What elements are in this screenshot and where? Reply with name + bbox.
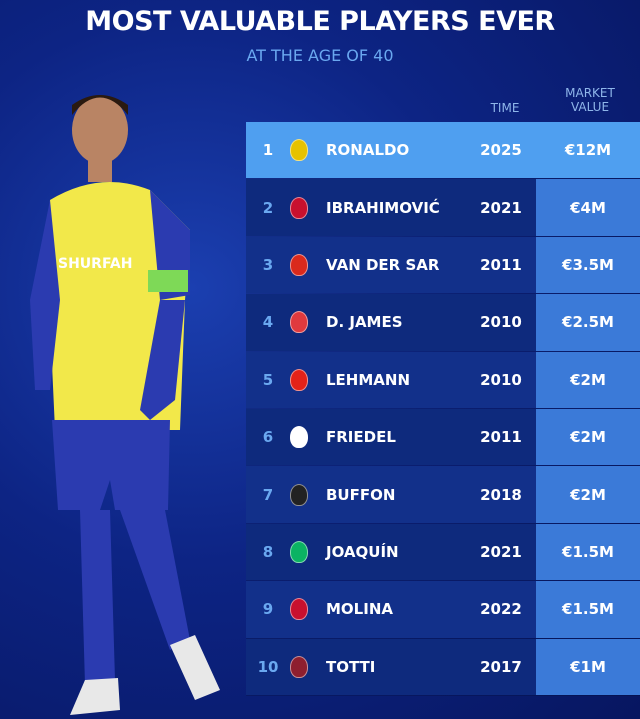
rank: 1 <box>262 141 274 160</box>
player-name: VAN DER SAR <box>326 255 440 274</box>
player-name: MOLINA <box>326 600 393 619</box>
market-value: €2M <box>570 485 606 504</box>
player-photo: SHURFAH <box>30 95 220 715</box>
rank: 2 <box>262 198 274 217</box>
table-row: 5 LEHMANN 2010 €2M <box>246 351 640 409</box>
year: 2025 <box>480 141 522 160</box>
player-name: LEHMANN <box>326 370 411 389</box>
market-value: €2.5M <box>562 313 614 332</box>
player-name: FRIEDEL <box>326 428 396 447</box>
club-crest-icon <box>290 483 308 506</box>
club-crest-icon <box>290 253 308 276</box>
rank: 9 <box>262 600 274 619</box>
table-row: 3 VAN DER SAR 2011 €3.5M <box>246 236 640 295</box>
club-crest-icon <box>290 311 308 334</box>
table-row: 10 TOTTI 2017 €1M <box>246 638 640 696</box>
player-figure: SHURFAH <box>30 95 220 715</box>
value-cell-background <box>536 638 640 695</box>
page-subtitle: AT THE AGE OF 40 <box>246 46 394 65</box>
market-value: €1M <box>570 657 606 676</box>
market-value: €1.5M <box>562 542 614 561</box>
rank: 4 <box>262 313 274 332</box>
value-cell-background <box>536 179 640 236</box>
year: 2011 <box>480 255 522 274</box>
rank: 10 <box>257 657 279 676</box>
table-row: 6 FRIEDEL 2011 €2M <box>246 408 640 467</box>
club-crest-icon <box>290 368 308 391</box>
year: 2018 <box>480 485 522 504</box>
page-title: MOST VALUABLE PLAYERS EVER <box>85 6 555 37</box>
player-name: TOTTI <box>326 657 376 676</box>
market-value: €2M <box>570 370 606 389</box>
market-value: €1.5M <box>562 600 614 619</box>
value-cell-background <box>536 122 640 179</box>
rank: 3 <box>262 255 274 274</box>
value-cell-background <box>536 466 640 523</box>
player-name: RONALDO <box>326 141 410 160</box>
value-cell-background <box>536 408 640 466</box>
rank: 8 <box>262 542 274 561</box>
year: 2017 <box>480 657 522 676</box>
header-market-value-line1: MARKET <box>565 86 615 100</box>
rank: 6 <box>262 428 274 447</box>
year: 2010 <box>480 370 522 389</box>
value-cell-background <box>536 351 640 408</box>
year: 2011 <box>480 428 522 447</box>
year: 2021 <box>480 542 522 561</box>
table-row: 7 BUFFON 2018 €2M <box>246 466 640 524</box>
club-crest-icon <box>290 540 308 563</box>
table-row: 9 MOLINA 2022 €1.5M <box>246 581 640 639</box>
rank: 7 <box>262 485 274 504</box>
club-crest-icon <box>290 426 308 449</box>
club-crest-icon <box>290 139 308 162</box>
ranking-table: 1 RONALDO 2025 €12M 2 IBRAHIMOVIĆ 2021 €… <box>246 122 640 696</box>
club-crest-icon <box>290 655 308 678</box>
table-row: 1 RONALDO 2025 €12M <box>246 122 640 180</box>
value-cell-background <box>536 236 640 294</box>
header-market-value: MARKET VALUE <box>548 86 632 114</box>
header-time: TIME <box>490 101 520 115</box>
value-cell-background <box>536 294 640 351</box>
value-cell-background <box>536 523 640 581</box>
player-name: D. JAMES <box>326 313 403 332</box>
table-row: 4 D. JAMES 2010 €2.5M <box>246 294 640 352</box>
market-value: €2M <box>570 428 606 447</box>
year: 2022 <box>480 600 522 619</box>
club-crest-icon <box>290 598 308 621</box>
player-name: BUFFON <box>326 485 396 504</box>
market-value: €3.5M <box>562 255 614 274</box>
jersey-sponsor-text: SHURFAH <box>58 256 132 272</box>
rank: 5 <box>262 370 274 389</box>
table-row: 2 IBRAHIMOVIĆ 2021 €4M <box>246 179 640 237</box>
club-crest-icon <box>290 196 308 219</box>
table-row: 8 JOAQUÍN 2021 €1.5M <box>246 523 640 582</box>
year: 2021 <box>480 198 522 217</box>
market-value: €4M <box>570 198 606 217</box>
market-value: €12M <box>564 141 612 160</box>
header-market-value-line2: VALUE <box>570 100 610 114</box>
value-cell-background <box>536 581 640 638</box>
player-name: JOAQUÍN <box>326 542 399 561</box>
player-name: IBRAHIMOVIĆ <box>326 198 440 217</box>
year: 2010 <box>480 313 522 332</box>
